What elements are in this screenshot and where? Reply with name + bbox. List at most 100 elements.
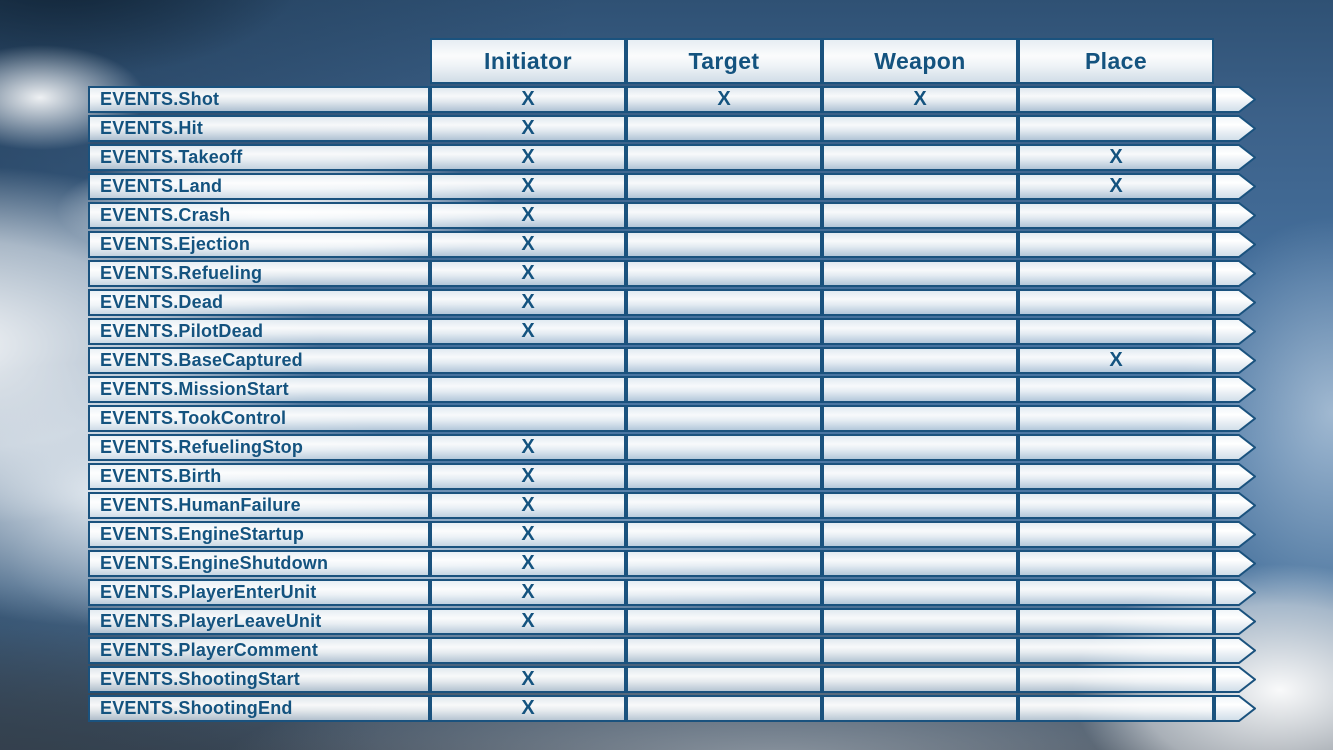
- row-arrow-icon: [1214, 695, 1256, 722]
- mark-cell-initiator: X: [430, 86, 626, 113]
- mark-cell-place: [1018, 376, 1214, 403]
- row-arrow-icon: [1214, 666, 1256, 693]
- mark-cell-place: [1018, 579, 1214, 606]
- mark-cell-weapon: [822, 173, 1018, 200]
- row-label: EVENTS.ShootingStart: [88, 666, 430, 693]
- row-arrow-icon: [1214, 115, 1256, 142]
- row-arrow-icon: [1214, 637, 1256, 664]
- mark-cell-target: [626, 463, 822, 490]
- row-arrow-icon: [1214, 231, 1256, 258]
- table-row: EVENTS.HumanFailure X: [88, 492, 1256, 519]
- header-row: Initiator Target Weapon Place: [430, 38, 1256, 84]
- mark-cell-target: [626, 405, 822, 432]
- row-label: EVENTS.BaseCaptured: [88, 347, 430, 374]
- mark-cell-weapon: [822, 666, 1018, 693]
- table-row: EVENTS.TookControl: [88, 405, 1256, 432]
- mark-cell-target: [626, 231, 822, 258]
- row-arrow-icon: [1214, 144, 1256, 171]
- row-label: EVENTS.Takeoff: [88, 144, 430, 171]
- events-matrix-table: Initiator Target Weapon Place EVENTS.Sho…: [88, 38, 1256, 722]
- row-label: EVENTS.RefuelingStop: [88, 434, 430, 461]
- mark-cell-weapon: [822, 144, 1018, 171]
- table-row: EVENTS.Crash X: [88, 202, 1256, 229]
- table-row: EVENTS.Shot X X X: [88, 86, 1256, 113]
- row-arrow-icon: [1214, 318, 1256, 345]
- mark-cell-target: X: [626, 86, 822, 113]
- row-label: EVENTS.Hit: [88, 115, 430, 142]
- mark-cell-weapon: [822, 202, 1018, 229]
- row-label: EVENTS.Shot: [88, 86, 430, 113]
- table-row: EVENTS.Takeoff X X: [88, 144, 1256, 171]
- mark-cell-place: [1018, 434, 1214, 461]
- mark-cell-weapon: [822, 231, 1018, 258]
- column-header-weapon: Weapon: [822, 38, 1018, 84]
- mark-cell-target: [626, 376, 822, 403]
- row-arrow-icon: [1214, 347, 1256, 374]
- table-row: EVENTS.MissionStart: [88, 376, 1256, 403]
- mark-cell-place: [1018, 637, 1214, 664]
- mark-cell-weapon: [822, 115, 1018, 142]
- mark-cell-place: [1018, 86, 1214, 113]
- mark-cell-initiator: X: [430, 260, 626, 287]
- row-arrow-icon: [1214, 405, 1256, 432]
- mark-cell-target: [626, 492, 822, 519]
- row-label: EVENTS.TookControl: [88, 405, 430, 432]
- table-row: EVENTS.BaseCaptured X: [88, 347, 1256, 374]
- mark-cell-weapon: X: [822, 86, 1018, 113]
- mark-cell-target: [626, 579, 822, 606]
- mark-cell-initiator: X: [430, 231, 626, 258]
- mark-cell-place: [1018, 115, 1214, 142]
- row-label: EVENTS.Crash: [88, 202, 430, 229]
- mark-cell-weapon: [822, 695, 1018, 722]
- mark-cell-place: [1018, 492, 1214, 519]
- mark-cell-initiator: X: [430, 666, 626, 693]
- mark-cell-initiator: X: [430, 289, 626, 316]
- table-row: EVENTS.Dead X: [88, 289, 1256, 316]
- column-header-place: Place: [1018, 38, 1214, 84]
- row-arrow-icon: [1214, 376, 1256, 403]
- mark-cell-initiator: [430, 405, 626, 432]
- table-row: EVENTS.PlayerEnterUnit X: [88, 579, 1256, 606]
- mark-cell-place: X: [1018, 173, 1214, 200]
- mark-cell-target: [626, 144, 822, 171]
- mark-cell-target: [626, 666, 822, 693]
- row-label: EVENTS.Refueling: [88, 260, 430, 287]
- mark-cell-initiator: X: [430, 144, 626, 171]
- mark-cell-place: [1018, 260, 1214, 287]
- mark-cell-initiator: X: [430, 318, 626, 345]
- row-label: EVENTS.EngineStartup: [88, 521, 430, 548]
- row-label: EVENTS.EngineShutdown: [88, 550, 430, 577]
- mark-cell-initiator: X: [430, 173, 626, 200]
- row-label: EVENTS.Ejection: [88, 231, 430, 258]
- mark-cell-place: [1018, 202, 1214, 229]
- table-row: EVENTS.Land X X: [88, 173, 1256, 200]
- table-row: EVENTS.ShootingEnd X: [88, 695, 1256, 722]
- mark-cell-initiator: [430, 637, 626, 664]
- mark-cell-place: [1018, 666, 1214, 693]
- mark-cell-place: X: [1018, 144, 1214, 171]
- mark-cell-weapon: [822, 289, 1018, 316]
- mark-cell-target: [626, 521, 822, 548]
- mark-cell-target: [626, 608, 822, 635]
- mark-cell-place: [1018, 318, 1214, 345]
- mark-cell-weapon: [822, 608, 1018, 635]
- row-label: EVENTS.Land: [88, 173, 430, 200]
- mark-cell-place: [1018, 463, 1214, 490]
- row-arrow-icon: [1214, 521, 1256, 548]
- table-row: EVENTS.EngineShutdown X: [88, 550, 1256, 577]
- row-arrow-icon: [1214, 202, 1256, 229]
- row-arrow-icon: [1214, 434, 1256, 461]
- row-arrow-icon: [1214, 86, 1256, 113]
- row-label: EVENTS.PlayerComment: [88, 637, 430, 664]
- table-row: EVENTS.Ejection X: [88, 231, 1256, 258]
- mark-cell-weapon: [822, 260, 1018, 287]
- mark-cell-weapon: [822, 434, 1018, 461]
- mark-cell-target: [626, 318, 822, 345]
- mark-cell-initiator: X: [430, 521, 626, 548]
- row-label: EVENTS.PlayerEnterUnit: [88, 579, 430, 606]
- table-row: EVENTS.Hit X: [88, 115, 1256, 142]
- mark-cell-weapon: [822, 463, 1018, 490]
- mark-cell-weapon: [822, 318, 1018, 345]
- row-arrow-icon: [1214, 260, 1256, 287]
- row-label: EVENTS.MissionStart: [88, 376, 430, 403]
